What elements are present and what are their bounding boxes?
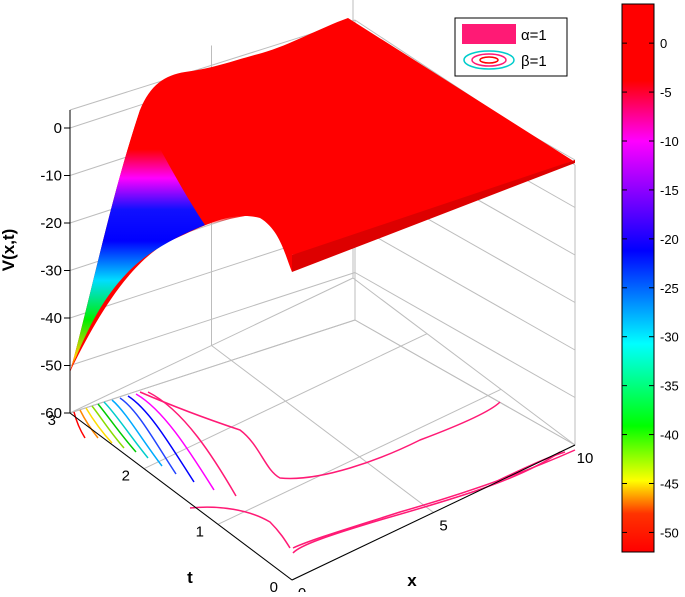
colorbar-tick-label: -35 — [660, 379, 679, 394]
surface-right-edge — [292, 160, 575, 272]
legend-swatch-alpha — [462, 24, 516, 44]
t-tick-label: 3 — [48, 412, 56, 429]
colorbar-tick-label: -5 — [660, 85, 672, 100]
colorbar-tick-label: -25 — [660, 281, 679, 296]
z-tick-label: -10 — [40, 168, 62, 185]
x-tick-label: 5 — [439, 518, 447, 535]
surface-left-slope — [70, 110, 205, 372]
z-tick-labels: 0 -10 -20 -30 -40 -50 -60 — [40, 120, 70, 422]
t-axis-line — [69, 412, 293, 581]
z-tick-label: -60 — [40, 405, 62, 422]
t-grid-line — [69, 277, 354, 414]
z-tick-label: -40 — [40, 310, 62, 327]
z-tick-label: -30 — [40, 263, 62, 280]
contour-edge-front — [292, 451, 561, 554]
colorbar: 0 -5 -10 -15 -20 -25 -30 -35 -40 -45 -50 — [621, 3, 679, 553]
colorbar-tick-label: -15 — [660, 183, 679, 198]
contour-lvl-7 — [111, 399, 163, 467]
z-grid-line-right — [354, 272, 576, 398]
legend-swatch-beta — [463, 50, 515, 70]
x-axis-title: x — [407, 571, 417, 590]
contour-short — [494, 451, 566, 483]
z-grid-line-right — [354, 224, 576, 351]
contour-lvl-2 — [79, 409, 99, 439]
colorbar-tick-label: -10 — [660, 134, 679, 149]
t-tick-label: 2 — [122, 468, 130, 485]
legend: α=1 β=1 — [454, 17, 568, 77]
contour-lvl-1 — [73, 411, 86, 439]
contour-plateau — [139, 391, 501, 480]
colorbar-tick-label: 0 — [660, 36, 667, 51]
z-grid-line-left — [69, 272, 356, 366]
contour-lvl-11 — [147, 391, 237, 497]
contour-lvl-5 — [97, 403, 137, 453]
contour-lvl-6 — [103, 401, 149, 459]
surface-top — [70, 18, 575, 372]
colorbar-tick-label: -50 — [660, 525, 679, 540]
x-tick-label: 10 — [577, 450, 594, 467]
legend-label-alpha: α=1 — [521, 27, 547, 44]
colorbar-tick-label: -40 — [660, 428, 679, 443]
floor-front — [69, 412, 576, 581]
front-axes — [69, 110, 576, 581]
t-tick-label: 1 — [196, 523, 204, 540]
colorbar-tick-label: -20 — [660, 232, 679, 247]
contour-lower — [189, 506, 291, 549]
z-grid-line-left — [69, 319, 356, 414]
x-tick-label: 0 — [298, 585, 306, 592]
z-tick-label: 0 — [54, 120, 62, 137]
colorbar-tick-label: -45 — [660, 477, 679, 492]
z-tick-label: -50 — [40, 358, 62, 375]
x-grid-line — [352, 277, 576, 446]
z-tick-label: -20 — [40, 215, 62, 232]
x-axis-line — [291, 444, 576, 581]
colorbar-tick-label: -30 — [660, 330, 679, 345]
x-grid-line — [211, 345, 434, 513]
t-grid-line — [143, 333, 428, 470]
floor-contours — [73, 391, 576, 554]
contour-lvl-10 — [135, 393, 215, 491]
t-grid-line — [217, 388, 502, 525]
contour-lvl-9 — [127, 395, 195, 483]
z-grid-line-right — [354, 319, 576, 446]
contour-lvl-8 — [119, 397, 177, 475]
contour-edge-mid — [292, 449, 576, 549]
contour-lvl-4 — [91, 405, 125, 449]
colorbar-gradient — [621, 3, 655, 553]
t-tick-label: 0 — [270, 579, 278, 592]
t-axis-title: t — [187, 568, 193, 587]
surface — [70, 18, 575, 372]
surface-blend — [140, 98, 245, 225]
contour-lvl-3 — [85, 407, 113, 444]
colorbar-ticks: 0 -5 -10 -15 -20 -25 -30 -35 -40 -45 -50 — [622, 36, 679, 540]
x-tick-labels: 0 5 10 — [298, 450, 594, 597]
legend-label-beta: β=1 — [521, 53, 547, 70]
t-tick-labels: 0 1 2 3 — [48, 412, 278, 596]
z-axis-title: V(x,t) — [0, 229, 18, 272]
